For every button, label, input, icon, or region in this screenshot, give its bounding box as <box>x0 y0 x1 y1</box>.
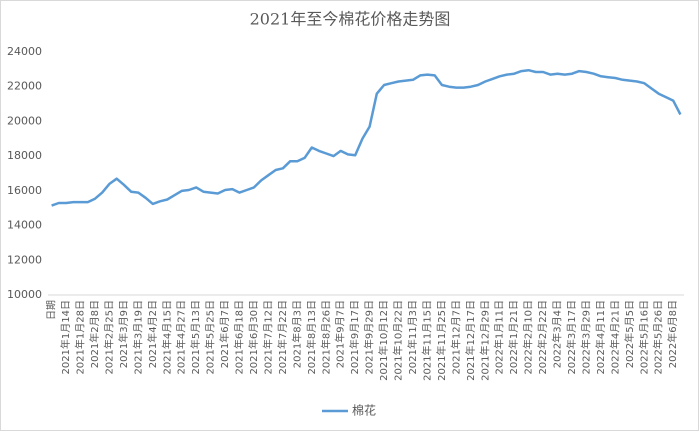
x-tick-label: 2021年8月26日 <box>319 300 332 375</box>
x-tick-label: 2021年3月19日 <box>131 300 144 375</box>
x-tick-label: 2022年5月16日 <box>637 300 650 375</box>
x-tick-label: 2021年6月18日 <box>233 300 246 375</box>
y-tick-label: 24000 <box>7 45 42 58</box>
x-tick-label: 2021年4月27日 <box>175 300 188 375</box>
x-tick-label: 2021年10月22日 <box>392 300 405 381</box>
x-tick-label: 2022年5月5日 <box>623 300 636 368</box>
y-tick-label: 16000 <box>7 184 42 197</box>
y-tick-label: 22000 <box>7 80 42 93</box>
chart-title: 2021年至今棉花价格走势图 <box>250 10 451 29</box>
x-tick-label: 2022年2月10日 <box>522 300 535 375</box>
y-tick-label: 20000 <box>7 114 42 127</box>
x-tick-label: 2021年9月29日 <box>363 300 376 375</box>
x-tick-label: 2021年8月13日 <box>305 300 318 375</box>
x-tick-label: 2021年1月14日 <box>59 300 72 375</box>
x-tick-label: 2021年4月2日 <box>146 300 159 368</box>
x-tick-label: 2022年3月17日 <box>565 300 578 375</box>
x-tick-label: 2021年11月3日 <box>406 300 419 375</box>
x-tick-label: 2021年12月7日 <box>449 300 462 375</box>
x-tick-label: 2022年4月21日 <box>608 300 621 375</box>
y-tick-label: 18000 <box>7 149 42 162</box>
x-tick-label: 2021年3月9日 <box>117 300 130 368</box>
x-tick-label: 2022年5月26日 <box>652 300 665 375</box>
x-tick-label: 2021年8月3日 <box>290 300 303 368</box>
x-tick-label: 2022年2月22日 <box>536 300 549 375</box>
x-tick-label: 2022年1月21日 <box>507 300 520 375</box>
x-tick-label: 2021年5月25日 <box>204 300 217 375</box>
x-tick-label: 2021年2月8日 <box>88 300 101 368</box>
x-tick-label: 2021年12月17日 <box>464 300 477 381</box>
x-tick-label: 2021年10月12日 <box>377 300 390 381</box>
x-tick-label: 2021年6月7日 <box>218 300 231 368</box>
x-tick-label: 2021年12月29日 <box>478 300 491 381</box>
x-tick-label: 2021年2月25日 <box>102 300 115 375</box>
x-tick-label: 2021年11月15日 <box>420 300 433 381</box>
x-tick-label: 2022年4月11日 <box>594 300 607 375</box>
x-tick-label: 2021年5月13日 <box>189 300 202 375</box>
x-tick-label: 2021年11月25日 <box>435 300 448 381</box>
x-tick-label: 2021年1月28日 <box>74 300 87 375</box>
y-tick-label: 10000 <box>7 288 42 301</box>
x-tick-label: 2022年1月11日 <box>493 300 506 375</box>
y-tick-label: 12000 <box>7 253 42 266</box>
x-tick-label: 2021年7月22日 <box>276 300 289 375</box>
x-tick-label: 2021年9月7日 <box>334 300 347 368</box>
x-tick-label: 2021年9月17日 <box>348 300 361 375</box>
x-tick-label: 2021年6月30日 <box>247 300 260 375</box>
legend-label: 棉花 <box>352 403 376 418</box>
y-tick-label: 14000 <box>7 219 42 232</box>
x-tick-label: 2021年4月15日 <box>160 300 173 375</box>
x-tick-label: 日期 <box>46 300 58 320</box>
x-tick-label: 2021年7月12日 <box>261 300 274 375</box>
line-series <box>51 68 682 207</box>
x-tick-label: 2022年6月8日 <box>666 300 679 368</box>
x-tick-label: 2022年3月4日 <box>551 300 564 368</box>
x-tick-label: 2022年3月29日 <box>579 300 592 375</box>
